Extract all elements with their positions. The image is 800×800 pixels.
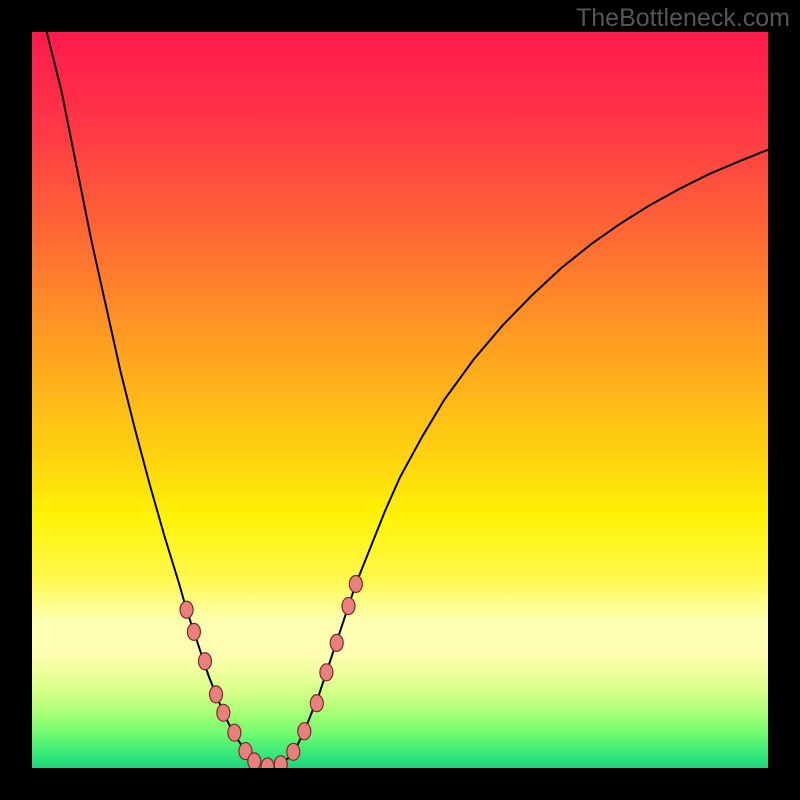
curve-marker	[180, 601, 193, 618]
curve-marker	[217, 704, 230, 721]
curve-marker	[248, 753, 261, 770]
curve-marker	[349, 576, 362, 593]
curve-marker	[228, 724, 241, 741]
bottleneck-curve-chart	[0, 0, 800, 800]
curve-marker	[320, 664, 333, 681]
watermark-text: TheBottleneck.com	[576, 4, 790, 33]
curve-marker	[298, 723, 311, 740]
plot-background	[32, 32, 768, 768]
curve-marker	[187, 623, 200, 640]
curve-marker	[210, 686, 223, 703]
curve-marker	[342, 598, 355, 615]
curve-marker	[287, 743, 300, 760]
curve-marker	[198, 653, 211, 670]
curve-marker	[330, 634, 343, 651]
chart-container: TheBottleneck.com	[0, 0, 800, 800]
curve-marker	[310, 695, 323, 712]
